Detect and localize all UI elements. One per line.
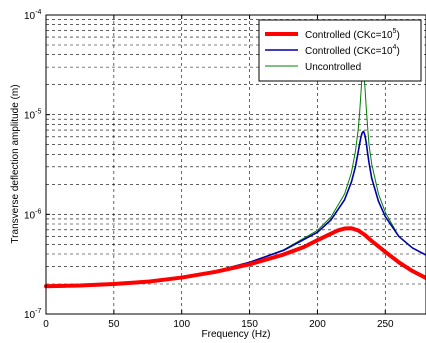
x-tick-labels: 0 50 100 150 200 250 [43, 319, 394, 330]
x-tick-label: 100 [173, 319, 190, 330]
plot-frame [45, 14, 426, 315]
y-axis-label: Transverse deflection amplitude (m) [10, 84, 21, 243]
x-tick-label: 0 [43, 319, 49, 330]
y-tick-label: 10-7 [24, 308, 41, 321]
legend-label: Uncontrolled [305, 62, 361, 73]
legend-label: Controlled (CKc=105) [305, 28, 400, 41]
x-axis-label: Frequency (Hz) [202, 329, 271, 340]
legend: Controlled (CKc=105) Controlled (CKc=104)… [258, 19, 422, 82]
x-tick-label: 50 [108, 319, 120, 330]
x-tick-label: 150 [241, 319, 258, 330]
y-tick-label: 10-6 [24, 208, 41, 221]
series-line-controlled-ckc-10-5- [44, 226, 426, 289]
y-tick-labels: 10-7 10-6 10-5 10-4 [24, 9, 41, 321]
series-layer [44, 69, 426, 289]
x-tick-label: 250 [377, 319, 394, 330]
x-tick-label: 200 [309, 319, 326, 330]
legend-label: Controlled (CKc=104) [305, 44, 400, 57]
legend-entries: Controlled (CKc=105) Controlled (CKc=104)… [265, 28, 400, 73]
ticks [45, 14, 386, 315]
y-tick-label: 10-4 [24, 9, 41, 22]
y-tick-label: 10-5 [24, 109, 41, 122]
